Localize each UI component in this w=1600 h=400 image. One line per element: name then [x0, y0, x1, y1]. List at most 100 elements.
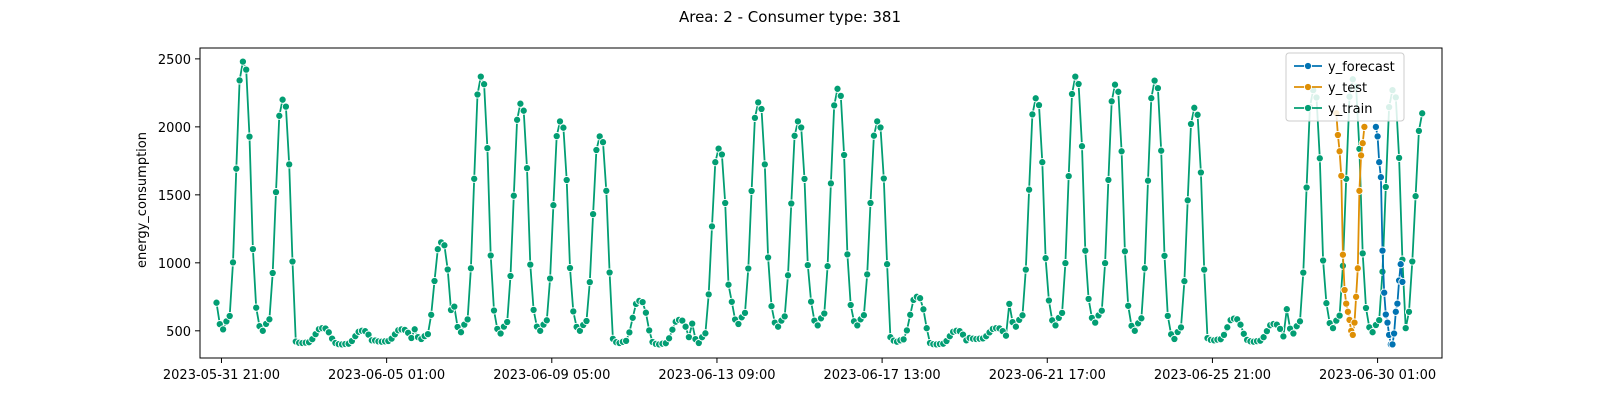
data-point [1404, 307, 1414, 316]
data-point [1107, 97, 1116, 106]
data-point [268, 268, 277, 278]
data-point [602, 186, 611, 195]
data-point [235, 76, 244, 85]
data-point [625, 328, 634, 337]
data-point [526, 260, 535, 269]
data-point [546, 274, 555, 283]
data-point [863, 270, 872, 279]
data-point [466, 264, 475, 273]
data-point [1319, 256, 1328, 265]
data-point [1340, 285, 1349, 295]
data-point [1361, 303, 1371, 313]
data-point [876, 123, 885, 132]
data-point [1143, 176, 1153, 185]
data-point [1058, 308, 1067, 317]
data-point [427, 310, 436, 319]
legend-label: y_forecast [1328, 60, 1395, 75]
data-point [1034, 101, 1044, 110]
data-point [628, 313, 637, 322]
data-point [843, 250, 852, 259]
x-tick-label: 2023-06-25 21:00 [1154, 368, 1271, 383]
data-point [506, 271, 515, 281]
data-point [248, 245, 257, 254]
data-point [1011, 322, 1020, 331]
data-point [678, 316, 687, 325]
data-point [1114, 87, 1123, 96]
series-y-train [212, 57, 1427, 349]
data-point [450, 302, 459, 311]
data-point [1150, 76, 1159, 85]
data-point [724, 280, 733, 289]
data-point [555, 117, 565, 126]
legend-marker [1303, 61, 1313, 71]
data-point [764, 253, 773, 262]
data-point [823, 262, 832, 271]
data-point [598, 138, 608, 147]
data-point [513, 115, 522, 124]
data-point [1120, 247, 1129, 256]
data-point [569, 307, 578, 316]
data-point [622, 336, 631, 345]
data-point [668, 325, 677, 334]
data-point [902, 326, 911, 335]
data-point [1355, 186, 1364, 195]
data-point [258, 326, 267, 335]
data-point [522, 164, 532, 173]
data-point [754, 98, 763, 107]
data-point [826, 179, 835, 188]
legend-box [1285, 52, 1405, 122]
data-point [711, 158, 720, 167]
data-point [483, 144, 492, 153]
data-point [1160, 251, 1169, 260]
data-point [1196, 168, 1205, 177]
data-point [1408, 257, 1417, 266]
data-point [1335, 311, 1344, 320]
data-point [463, 315, 472, 324]
data-point [813, 321, 822, 330]
data-point [787, 199, 796, 208]
legend-item-y-forecast: y_forecast [1294, 60, 1395, 75]
legend-item-y-test: y_test [1294, 81, 1367, 96]
y-tick-label: 2500 [158, 53, 191, 68]
data-point [1236, 320, 1245, 329]
data-point [757, 104, 766, 114]
x-tick-label: 2023-06-30 01:00 [1319, 368, 1436, 383]
data-point [480, 80, 489, 89]
y-tick-label: 2000 [158, 121, 191, 136]
data-point [433, 245, 442, 254]
data-point [688, 319, 697, 328]
data-point [1343, 307, 1352, 316]
data-point [232, 164, 241, 173]
data-point [1157, 146, 1166, 155]
data-point [1163, 311, 1172, 320]
data-point [793, 117, 802, 126]
data-point [1368, 328, 1377, 337]
data-point [1328, 324, 1338, 333]
series-line [1335, 113, 1366, 336]
data-point [503, 317, 512, 327]
data-point [1064, 172, 1073, 181]
data-point [423, 330, 432, 339]
data-point [1358, 139, 1367, 148]
data-point [552, 132, 561, 141]
y-tick-label: 1500 [158, 189, 191, 204]
legend-label: y_test [1328, 81, 1367, 96]
data-point [1380, 288, 1389, 297]
data-point [1223, 323, 1232, 332]
data-point [1176, 323, 1186, 332]
data-point [638, 298, 647, 307]
data-point [1041, 254, 1050, 263]
data-point [701, 329, 710, 338]
data-point [1418, 109, 1427, 118]
data-point [774, 322, 783, 331]
data-point [252, 303, 261, 312]
data-point [1219, 330, 1229, 339]
data-point [1350, 318, 1359, 327]
data-point [1373, 132, 1382, 141]
data-point [747, 186, 756, 196]
data-point [529, 305, 538, 314]
legend-marker [1303, 82, 1313, 92]
data-point [1302, 183, 1311, 192]
data-point [1038, 158, 1047, 167]
data-point [489, 306, 499, 315]
